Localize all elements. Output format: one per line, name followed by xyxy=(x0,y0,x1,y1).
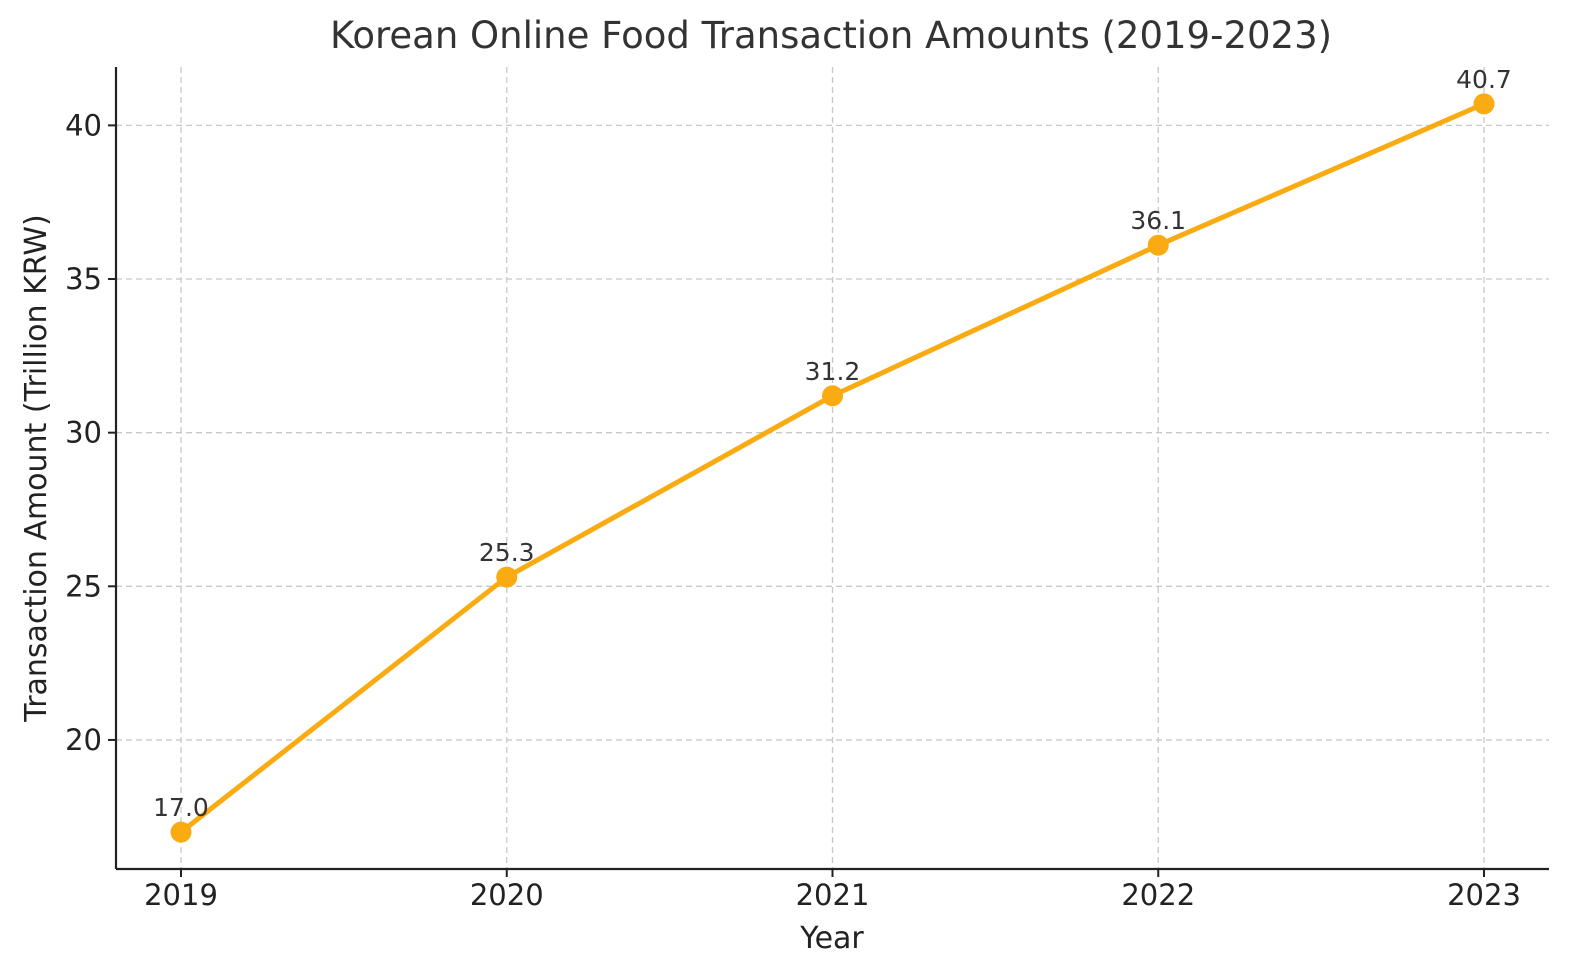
data-label: 40.7 xyxy=(1456,65,1512,94)
ticks: 2019 2020 2021 2022 2023 20 25 30 35 40 xyxy=(65,108,1521,912)
y-tick-label: 30 xyxy=(65,416,102,450)
x-axis-label: Year xyxy=(799,921,864,956)
data-point-marker xyxy=(822,385,843,407)
x-tick-label: 2020 xyxy=(470,878,544,912)
data-point-marker xyxy=(496,566,518,588)
y-tick-label: 25 xyxy=(65,569,102,603)
data-point-marker xyxy=(1473,93,1495,115)
data-point-marker xyxy=(1147,234,1169,256)
data-label: 25.3 xyxy=(479,538,535,567)
y-axis-label: Transaction Amount (Trillion KRW) xyxy=(19,214,54,722)
x-tick-label: 2019 xyxy=(144,878,218,912)
y-tick-label: 20 xyxy=(65,723,102,757)
data-point-marker xyxy=(170,821,192,843)
x-tick-label: 2021 xyxy=(796,878,870,912)
chart-title: Korean Online Food Transaction Amounts (… xyxy=(330,14,1332,57)
y-tick-label: 35 xyxy=(65,262,102,296)
grid xyxy=(116,67,1549,869)
data-label: 36.1 xyxy=(1130,206,1186,235)
data-label: 17.0 xyxy=(153,793,209,822)
x-tick-label: 2023 xyxy=(1447,878,1521,912)
data-labels: 17.0 25.3 31.2 36.1 40.7 xyxy=(153,65,1512,822)
data-label: 31.2 xyxy=(805,357,861,386)
x-tick-label: 2022 xyxy=(1121,878,1195,912)
y-tick-label: 40 xyxy=(65,108,102,142)
series xyxy=(170,93,1495,843)
